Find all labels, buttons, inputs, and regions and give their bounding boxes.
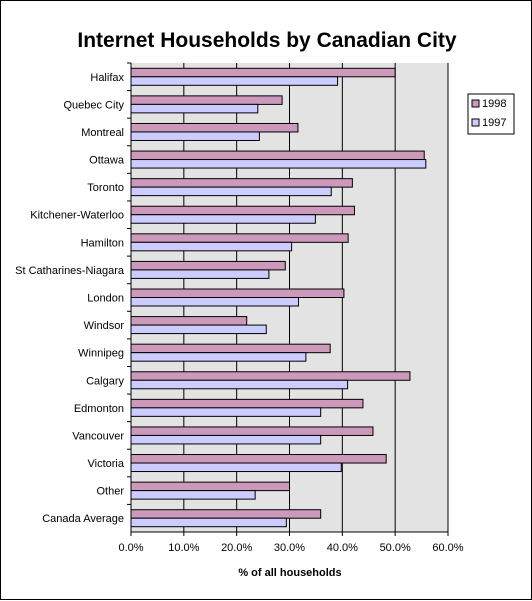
x-tick-label: 40.0% [327, 542, 358, 554]
bar-1998-montreal [130, 122, 299, 133]
x-tick-label: 10.0% [168, 542, 199, 554]
bar-1997-edmonton [130, 407, 322, 417]
category-label: Winnipeg [78, 348, 124, 360]
category-label: Victoria [88, 458, 125, 470]
legend-swatch-1998 [471, 99, 480, 108]
bar-1998-victoria [130, 454, 387, 464]
category-label: Windsor [84, 320, 125, 332]
x-tick-label: 50.0% [380, 542, 411, 554]
category-label: Toronto [87, 182, 124, 194]
bar-1998-london [130, 288, 345, 298]
bar-1998-st-catharines-niagara [130, 260, 286, 271]
category-label: Other [96, 486, 124, 498]
bar-1997-halifax [130, 76, 339, 86]
bar-1997-ottawa [130, 159, 427, 169]
category-label: Vancouver [72, 430, 124, 442]
bar-1998-halifax [130, 67, 396, 78]
bar-1998-hamilton [130, 233, 349, 243]
bar-1997-montreal [130, 131, 260, 141]
category-label: Canada Average [42, 513, 124, 525]
bar-1997-toronto [130, 186, 332, 197]
bar-1997-hamilton [130, 241, 293, 252]
bar-1998-quebec-city [130, 95, 283, 105]
legend-label-1998: 1998 [482, 98, 506, 110]
x-tick-label: 20.0% [221, 542, 252, 554]
category-label: Edmonton [74, 403, 124, 415]
legend-label-1997: 1997 [482, 117, 506, 129]
chart-title: Internet Households by Canadian City [77, 29, 457, 52]
category-label: Hamilton [81, 237, 124, 249]
bar-1997-winnipeg [130, 352, 307, 362]
bar-1997-canada-average [130, 517, 287, 528]
bar-1997-kitchener-waterloo [130, 214, 316, 224]
bar-1998-toronto [130, 178, 353, 188]
category-label: Ottawa [89, 155, 125, 167]
bar-1998-winnipeg [130, 343, 331, 354]
x-tick-label: 30.0% [274, 542, 305, 554]
bar-1997-london [130, 297, 299, 307]
bar-1997-windsor [130, 324, 267, 335]
x-tick-label: 60.0% [432, 542, 463, 554]
category-label: Calgary [86, 375, 124, 387]
category-label: Kitchener-Waterloo [30, 210, 124, 222]
bar-1998-canada-average [130, 509, 322, 519]
bar-1998-edmonton [130, 398, 364, 409]
bar-1998-vancouver [130, 426, 374, 436]
bar-1998-windsor [130, 316, 248, 326]
x-axis-title: % of all households [238, 567, 341, 579]
bar-1997-other [130, 490, 256, 500]
legend-swatch-1997 [471, 118, 480, 127]
bar-1998-kitchener-waterloo [130, 205, 355, 216]
category-label: Montreal [81, 127, 124, 139]
bar-1997-quebec-city [130, 103, 259, 114]
bar-1997-vancouver [130, 434, 322, 445]
bar-1998-ottawa [130, 150, 425, 161]
bar-1998-other [130, 481, 290, 492]
x-tick-label: 0.0% [118, 542, 143, 554]
category-label: London [87, 293, 124, 305]
category-label: St Catharines-Niagara [15, 265, 125, 277]
bar-1997-calgary [130, 379, 349, 390]
bar-1997-st-catharines-niagara [130, 269, 270, 279]
bar-1997-victoria [130, 462, 342, 473]
x-tick-labels: 0.0% 10.0% 20.0% 30.0% 40.0% 50.0% 60.0% [118, 532, 464, 554]
legend: 1998 1997 [467, 93, 515, 135]
category-labels: Halifax Quebec City Montreal Ottawa Toronto K… [15, 62, 131, 525]
category-label: Quebec City [63, 99, 124, 111]
category-label: Halifax [90, 72, 124, 84]
bar-1998-calgary [130, 371, 411, 381]
